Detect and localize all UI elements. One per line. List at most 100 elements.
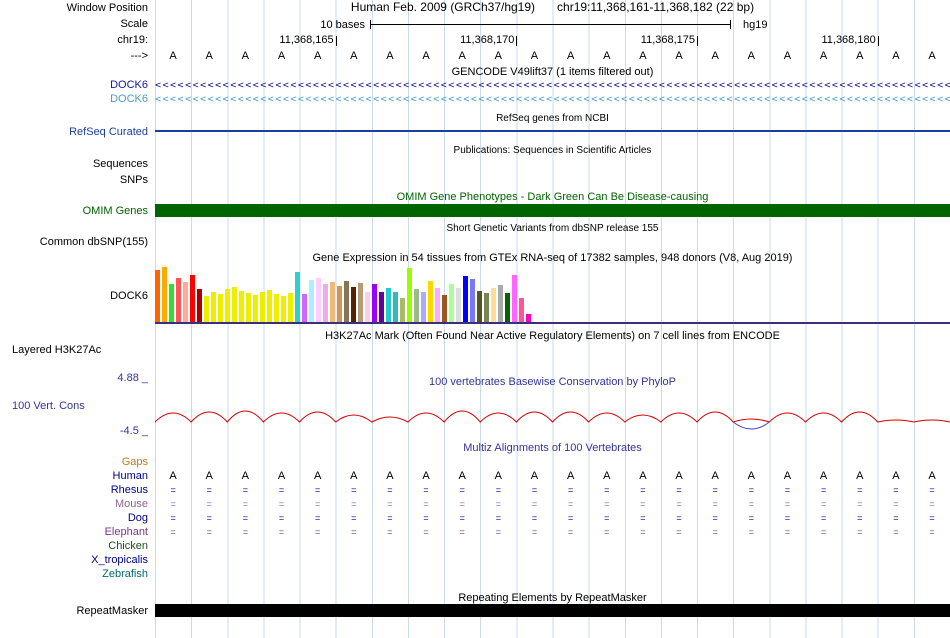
gtex-tissue-bar[interactable] (344, 281, 349, 322)
gtex-tissue-bar[interactable] (351, 287, 356, 322)
phylop-label[interactable]: 100 Vert. Cons (12, 400, 85, 412)
gtex-tissue-bar[interactable] (232, 287, 237, 322)
gtex-tissue-bar[interactable] (386, 288, 391, 322)
gtex-tissue-bar[interactable] (309, 280, 314, 322)
gtex-tissue-bar[interactable] (337, 286, 342, 322)
multiz-track-title[interactable]: Multiz Alignments of 100 Vertebrates (463, 442, 642, 454)
gtex-tissue-bar[interactable] (512, 275, 517, 322)
gtex-tissue-bar[interactable] (526, 314, 531, 322)
gtex-tissue-bar[interactable] (295, 272, 300, 322)
gtex-tissue-bar[interactable] (365, 292, 370, 322)
gtex-tissue-bar[interactable] (197, 289, 202, 322)
repeatmasker-label[interactable]: RepeatMasker (76, 605, 148, 617)
gtex-tissue-bar[interactable] (155, 270, 160, 322)
h3k27ac-track-title[interactable]: H3K27Ac Mark (Often Found Near Active Re… (325, 330, 780, 342)
omim-track-title[interactable]: OMIM Gene Phenotypes - Dark Green Can Be… (396, 191, 709, 203)
coordinate-ruler[interactable]: 11,368,165 11,368,170 11,368,175 11,368,180 (155, 34, 950, 48)
gtex-tissue-bar[interactable] (204, 296, 209, 322)
gtex-tissue-bar[interactable] (190, 275, 195, 322)
gtex-track-title[interactable]: Gene Expression in 54 tissues from GTEx … (312, 252, 793, 264)
gene-label-1[interactable]: DOCK6 (110, 93, 148, 105)
species-label-mouse[interactable]: Mouse (114, 498, 148, 510)
gtex-tissue-bar[interactable] (330, 282, 335, 322)
alignment-row-elephant[interactable]: = = = = = = = = = = = = = = = = = = = = = = (155, 526, 950, 540)
gtex-tissue-bar[interactable] (183, 282, 188, 322)
gtex-tissue-bar[interactable] (484, 293, 489, 322)
conservation-graph[interactable] (155, 398, 950, 432)
publications-track-title[interactable]: Publications: Sequences in Scientific Ar… (453, 145, 652, 156)
gtex-tissue-bar[interactable] (316, 278, 321, 322)
species-label-elephant[interactable]: Elephant (104, 526, 148, 538)
gtex-tissue-bar[interactable] (393, 292, 398, 322)
dbsnp-track-title[interactable]: Short Genetic Variants from dbSNP releas… (446, 223, 659, 234)
gtex-tissue-bar[interactable] (302, 294, 307, 322)
gtex-gene-label[interactable]: DOCK6 (110, 290, 148, 302)
repeatmasker-bar[interactable] (155, 604, 950, 617)
gtex-tissue-bar[interactable] (463, 276, 468, 322)
gtex-tissue-bar[interactable] (470, 279, 475, 322)
gene-label-0[interactable]: DOCK6 (110, 79, 148, 91)
gtex-tissue-bar[interactable] (239, 291, 244, 322)
repeatmasker-track-title[interactable]: Repeating Elements by RepeatMasker (458, 592, 647, 604)
gtex-tissue-bar[interactable] (400, 298, 405, 322)
gtex-tissue-bar[interactable] (358, 283, 363, 322)
species-label-zebrafish[interactable]: Zebrafish (102, 568, 148, 580)
gtex-tissue-bar[interactable] (211, 292, 216, 322)
alignment-row-rhesus[interactable]: = = = = = = = = = = = = = = = = = = = = = = (155, 484, 950, 498)
refseq-track-title[interactable]: RefSeq genes from NCBI (496, 113, 609, 124)
refseq-gene-line[interactable] (155, 130, 950, 132)
gtex-tissue-bar[interactable] (281, 296, 286, 322)
gtex-tissue-bar[interactable] (372, 284, 377, 322)
gene-model-row-0[interactable]: <<<<<<<<<<<<<<<<<<<<<<<<<<<<<<<<<<<<<<<<… (155, 80, 950, 91)
sequences-label[interactable]: Sequences (92, 158, 148, 170)
gtex-tissue-bar[interactable] (519, 298, 524, 322)
gtex-tissue-bar[interactable] (428, 281, 433, 322)
phylop-track-title[interactable]: 100 vertebrates Basewise Conservation by… (428, 376, 677, 388)
alignment-cell: = (929, 499, 935, 509)
gtex-tissue-bar[interactable] (435, 288, 440, 322)
gtex-tissue-bar[interactable] (218, 294, 223, 322)
omim-genes-label[interactable]: OMIM Genes (82, 205, 148, 217)
gencode-track-title[interactable]: GENCODE V49lift37 (1 items filtered out) (451, 66, 654, 78)
gtex-tissue-bar[interactable] (379, 292, 384, 322)
species-label-human[interactable]: Human (112, 470, 148, 482)
gtex-tissue-bar[interactable] (323, 284, 328, 322)
gtex-tissue-bar[interactable] (253, 295, 258, 322)
gtex-tissue-bar[interactable] (449, 284, 454, 322)
gtex-tissue-bar[interactable] (267, 290, 272, 322)
snps-label[interactable]: SNPs (119, 174, 148, 186)
species-label-chicken[interactable]: Chicken (108, 540, 148, 552)
gtex-tissue-bar[interactable] (442, 295, 447, 322)
gtex-tissue-bar[interactable] (456, 288, 461, 322)
species-label-gaps[interactable]: Gaps (121, 456, 148, 468)
gene-model-row-1[interactable]: <<<<<<<<<<<<<<<<<<<<<<<<<<<<<<<<<<<<<<<<… (155, 94, 950, 105)
gtex-tissue-bar[interactable] (169, 284, 174, 322)
gtex-tissue-bar[interactable] (407, 268, 412, 322)
alignment-row-mouse[interactable]: = = = = = = = = = = = = = = = = = = = = = = (155, 498, 950, 512)
gtex-tissue-bar[interactable] (505, 293, 510, 322)
gtex-tissue-bar[interactable] (477, 291, 482, 322)
gtex-tissue-bar[interactable] (491, 288, 496, 322)
gtex-tissue-bar[interactable] (162, 267, 167, 322)
alignment-row-dog[interactable]: = = = = = = = = = = = = = = = = = = = = = = (155, 512, 950, 526)
gtex-tissue-bar[interactable] (288, 293, 293, 322)
species-label-rhesus[interactable]: Rhesus (110, 484, 148, 496)
dbsnp-label[interactable]: Common dbSNP(155) (39, 236, 148, 248)
gtex-expression-bars[interactable] (155, 267, 950, 322)
omim-gene-bar[interactable] (155, 204, 950, 217)
gtex-tissue-bar[interactable] (421, 292, 426, 322)
gtex-tissue-bar[interactable] (260, 292, 265, 322)
species-label-x_tropicalis[interactable]: X_tropicalis (91, 554, 148, 566)
gtex-tissue-bar[interactable] (246, 293, 251, 322)
gtex-tissue-bar[interactable] (498, 285, 503, 322)
scale-ruler[interactable] (370, 20, 731, 29)
gtex-tissue-bar[interactable] (274, 294, 279, 322)
species-label-dog[interactable]: Dog (127, 512, 148, 524)
gtex-tissue-bar[interactable] (414, 289, 419, 322)
refseq-curated-label[interactable]: RefSeq Curated (69, 126, 148, 138)
gtex-tissue-bar[interactable] (225, 289, 230, 322)
h3k27ac-label[interactable]: Layered H3K27Ac (12, 344, 102, 356)
gtex-tissue-bar[interactable] (176, 278, 181, 322)
